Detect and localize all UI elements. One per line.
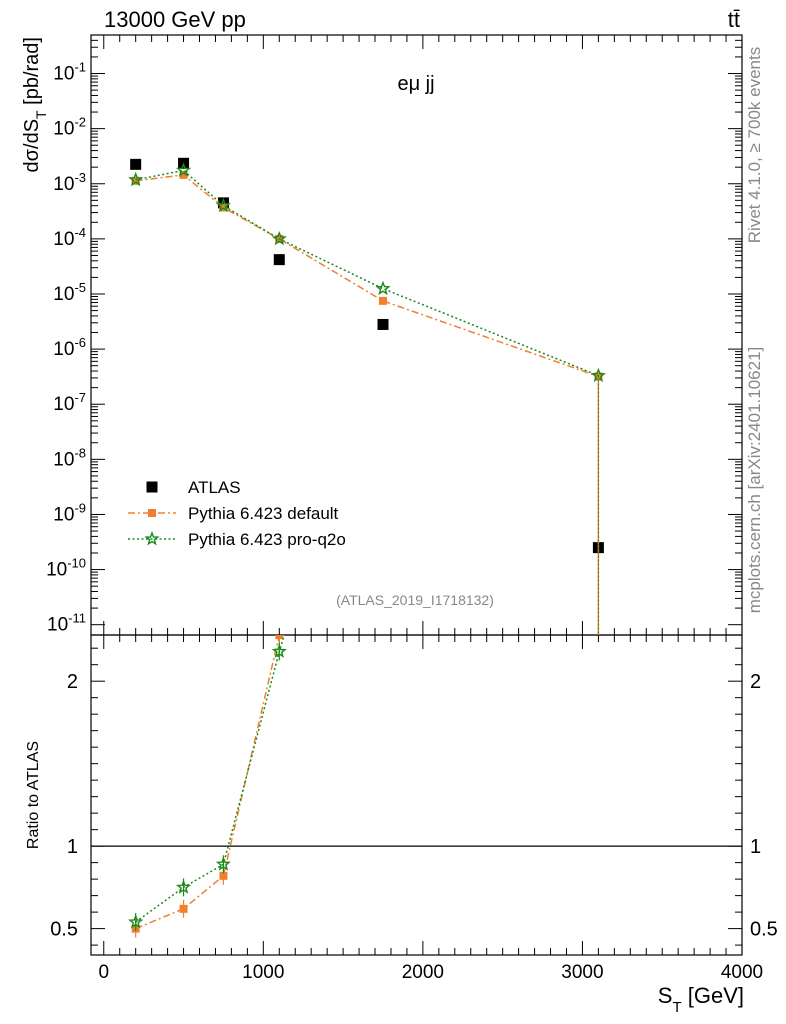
data-point-2	[175, 162, 192, 177]
y-tick-label-base: 10	[53, 339, 74, 360]
data-point-2	[215, 197, 232, 213]
y-tick-label: 10-10	[46, 556, 86, 581]
ratio-point-1	[290, 593, 301, 604]
ratio-line-1	[135, 635, 286, 923]
ratio-y-tick-label: 1	[67, 836, 78, 858]
main-title: eμ jj	[397, 73, 434, 95]
y-tick-label-exponent: -7	[74, 390, 86, 405]
ylabel-sub: T	[33, 110, 49, 119]
xlabel-part-a: S	[658, 983, 673, 1008]
data-point-1	[378, 296, 387, 305]
ratio-point-0	[219, 871, 228, 880]
xlabel-part-b: [GeV]	[682, 983, 744, 1008]
ratio-point-1	[175, 879, 192, 894]
ratio-point-1	[128, 914, 144, 929]
header-right: tt̄	[728, 7, 740, 32]
x-tick-label: 0	[98, 962, 109, 983]
y-tick-label: 10-5	[53, 280, 86, 305]
ratio-point-0	[291, 578, 299, 586]
data-point-2	[128, 171, 144, 187]
y-tick-label-exponent: -10	[67, 556, 86, 571]
legend-label-2: Pythia 6.423 pro-q2o	[188, 530, 346, 549]
y-tick-label-exponent: -5	[74, 280, 86, 295]
legend-marker-1	[148, 509, 156, 517]
y-tick-label-exponent: -2	[74, 115, 86, 130]
y-tick-label-base: 10	[53, 64, 74, 85]
data-point-0	[377, 318, 389, 330]
main-y-axis-label: dσ/dST [pb/rad]	[21, 37, 49, 172]
main-plot-area	[128, 157, 607, 635]
x-tick-label: 3000	[561, 962, 603, 983]
series-line-2	[135, 169, 599, 377]
data-point-0	[217, 197, 229, 209]
y-tick-label: 10-8	[53, 445, 86, 470]
ratio-y-axis-label: Ratio to ATLAS	[25, 741, 42, 849]
y-tick-label: 10-3	[53, 170, 86, 195]
ylabel-part-a: dσ/dS	[21, 119, 43, 173]
data-point-1	[179, 170, 188, 179]
y-tick-label: 10-4	[53, 225, 86, 250]
x-tick-label: 1000	[242, 962, 284, 983]
series-line-1	[135, 174, 599, 378]
legend-label-0: ATLAS	[188, 478, 241, 497]
x-axis-label: ST [GeV]	[658, 983, 744, 1016]
y-tick-label-exponent: -3	[74, 170, 86, 185]
y-tick-label-base: 10	[47, 615, 68, 636]
x-tick-label: 2000	[402, 962, 444, 983]
legend-marker-0	[146, 481, 158, 493]
xlabel-sub: T	[672, 999, 681, 1016]
axis-ticks: 10-1110-1010-910-810-710-610-510-410-310…	[46, 34, 778, 983]
y-tick-label-base: 10	[53, 119, 74, 140]
y-tick-label-exponent: -8	[74, 445, 86, 460]
legend-label-1: Pythia 6.423 default	[188, 504, 339, 523]
ratio-line-0	[135, 635, 281, 930]
ratio-y-tick-label-right: 0.5	[750, 919, 778, 941]
y-tick-label-base: 10	[53, 284, 74, 305]
data-point-2	[375, 280, 391, 296]
y-tick-label: 10-9	[53, 500, 86, 525]
legend-marker-2	[144, 531, 160, 546]
y-tick-label: 10-6	[53, 335, 86, 360]
ratio-y-tick-label: 0.5	[50, 919, 78, 941]
y-tick-label: 10-2	[53, 115, 86, 140]
ratio-panel-frame	[90, 634, 743, 956]
y-tick-label-base: 10	[53, 229, 74, 250]
ratio-y-tick-label-right: 1	[750, 836, 761, 858]
data-point-0	[273, 254, 285, 266]
y-tick-label: 10-7	[53, 390, 86, 415]
mcplots-label: mcplots.cern.ch [arXiv:2401.10621]	[745, 347, 764, 613]
y-tick-label-base: 10	[46, 560, 67, 581]
ratio-point-0	[179, 904, 188, 913]
rivet-label: Rivet 4.1.0, ≥ 700k events	[745, 47, 764, 243]
y-tick-label-exponent: -11	[68, 611, 86, 626]
data-point-1	[131, 176, 140, 185]
y-tick-label-exponent: -6	[74, 335, 86, 350]
y-tick-label-exponent: -9	[74, 500, 86, 515]
y-tick-label: 10-1	[53, 60, 86, 85]
ratio-plot-area	[91, 578, 742, 938]
y-tick-label-base: 10	[53, 449, 74, 470]
ylabel-part-b: [pb/rad]	[21, 37, 43, 110]
ratio-point-0	[275, 635, 284, 639]
watermark: (ATLAS_2019_I1718132)	[336, 592, 494, 608]
y-tick-label-exponent: -4	[74, 225, 86, 240]
legend: ATLAS Pythia 6.423 default Pythia 6.423 pr…	[128, 478, 346, 549]
y-tick-label-exponent: -1	[74, 60, 86, 75]
y-tick-label-base: 10	[53, 174, 74, 195]
ratio-y-tick-label: 2	[67, 671, 78, 693]
data-point-2	[271, 230, 287, 246]
y-tick-label: 10-11	[47, 611, 86, 636]
x-tick-label: 4000	[721, 962, 763, 983]
data-point-0	[130, 158, 142, 170]
y-tick-label-base: 10	[53, 394, 74, 415]
ratio-y-tick-label-right: 2	[750, 671, 761, 693]
ratio-point-1	[271, 643, 287, 658]
y-tick-label-base: 10	[53, 504, 74, 525]
ratio-point-1	[215, 856, 231, 871]
header-left: 13000 GeV pp	[104, 7, 246, 32]
